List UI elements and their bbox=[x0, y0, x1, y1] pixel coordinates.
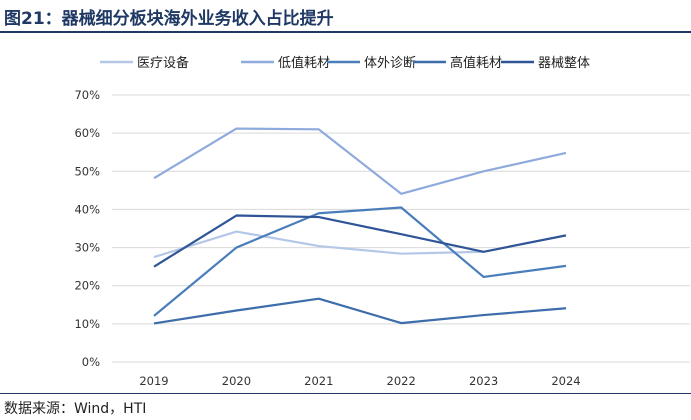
title-rule bbox=[0, 31, 691, 33]
y-tick-label: 20% bbox=[74, 279, 100, 293]
y-tick-label: 10% bbox=[74, 317, 100, 331]
series-line-1 bbox=[153, 127, 567, 195]
y-tick-label: 60% bbox=[74, 126, 100, 140]
figure-title: 图21：器械细分板块海外业务收入占比提升 bbox=[4, 9, 334, 29]
series-line-3 bbox=[153, 297, 567, 325]
y-tick-label: 50% bbox=[74, 164, 100, 178]
x-tick-label: 2020 bbox=[222, 374, 251, 388]
y-tick-label: 40% bbox=[74, 202, 100, 216]
legend-label: 器械整体 bbox=[538, 56, 590, 71]
legend-label: 医疗设备 bbox=[137, 55, 189, 71]
y-tick-label: 0% bbox=[82, 355, 100, 369]
legend-label: 高值耗材 bbox=[450, 55, 502, 71]
source-note: 数据来源：Wind，HTI bbox=[4, 401, 147, 417]
series-line-4 bbox=[153, 214, 567, 268]
legend-label: 体外诊断 bbox=[364, 56, 416, 71]
source-rule bbox=[0, 393, 691, 394]
y-tick-label: 30% bbox=[74, 241, 100, 255]
x-tick-label: 2024 bbox=[551, 374, 580, 388]
x-tick-label: 2021 bbox=[304, 374, 333, 388]
x-tick-label: 2023 bbox=[469, 374, 498, 388]
series-line-2 bbox=[153, 206, 567, 317]
x-tick-label: 2022 bbox=[387, 374, 416, 388]
legend-label: 低值耗材 bbox=[278, 55, 330, 71]
y-tick-label: 70% bbox=[74, 88, 100, 102]
line-chart: 0% 10% 20% 30% 40% 50% 60% 70% 2019 2020 2021 2022 2… bbox=[74, 55, 690, 388]
x-tick-label: 2019 bbox=[139, 374, 168, 388]
